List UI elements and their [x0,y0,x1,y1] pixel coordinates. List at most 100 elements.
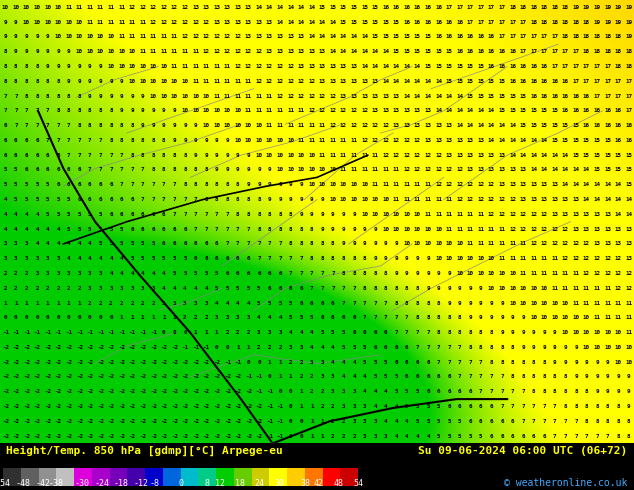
Text: 8: 8 [77,123,81,128]
Text: 9: 9 [458,300,462,306]
Text: 14: 14 [456,94,463,98]
Text: 10: 10 [266,153,273,158]
Text: 10: 10 [202,123,210,128]
Text: 16: 16 [593,108,600,113]
Text: -1: -1 [150,330,157,335]
Bar [163,467,181,486]
Bar [21,467,39,486]
Text: 13: 13 [351,94,358,98]
Text: -2: -2 [160,434,167,439]
Text: 10: 10 [55,34,61,40]
Text: 1: 1 [268,360,271,365]
Text: 5: 5 [215,286,218,291]
Text: 8: 8 [194,182,197,187]
Text: 1: 1 [321,419,324,424]
Text: 15: 15 [340,20,347,25]
Text: 13: 13 [372,108,378,113]
Text: 10: 10 [150,94,157,98]
Text: 11: 11 [414,182,421,187]
Text: 13: 13 [234,20,242,25]
Text: 15: 15 [382,34,389,40]
Text: -42: -42 [35,479,50,488]
Text: -2: -2 [213,434,220,439]
Text: 16: 16 [435,5,442,10]
Text: 5: 5 [56,197,60,202]
Text: 8: 8 [353,271,356,276]
Text: 5: 5 [458,434,462,439]
Text: 11: 11 [456,226,463,232]
Text: 10: 10 [340,182,347,187]
Text: 5: 5 [226,286,229,291]
Text: -2: -2 [118,419,125,424]
Text: 3: 3 [247,315,250,320]
Text: 17: 17 [519,20,527,25]
Text: 9: 9 [342,212,345,217]
Text: 8: 8 [36,94,39,98]
Text: 8: 8 [278,212,281,217]
Text: 11: 11 [467,226,474,232]
Text: 16: 16 [414,5,421,10]
Text: 5: 5 [469,434,472,439]
Text: 6: 6 [162,226,165,232]
Text: 9: 9 [342,242,345,246]
Text: 8: 8 [299,226,303,232]
Text: 12: 12 [392,138,400,143]
Text: 16: 16 [604,108,611,113]
Text: 11: 11 [551,286,559,291]
Text: 14: 14 [625,212,632,217]
Text: 9: 9 [353,226,356,232]
Text: 6: 6 [321,315,324,320]
Text: 6: 6 [247,271,250,276]
Text: 2: 2 [236,330,240,335]
Text: 14: 14 [562,153,569,158]
Text: 14: 14 [308,20,315,25]
Text: 9: 9 [14,20,18,25]
Text: 8: 8 [289,226,292,232]
Text: 15: 15 [467,79,474,84]
Text: 9: 9 [172,108,176,113]
Text: 7: 7 [141,182,145,187]
Text: 7: 7 [289,271,292,276]
Text: 11: 11 [604,286,611,291]
Text: 6: 6 [416,374,419,379]
Text: 12: 12 [488,212,495,217]
Text: 7: 7 [162,197,165,202]
Text: 9: 9 [278,182,281,187]
Text: 12: 12 [372,138,378,143]
Text: 6: 6 [109,182,113,187]
Text: 14: 14 [435,108,442,113]
Text: 16: 16 [614,138,622,143]
Text: 10: 10 [392,212,400,217]
Text: 8: 8 [99,123,102,128]
Text: -2: -2 [44,434,51,439]
Text: 10: 10 [467,271,474,276]
Text: 12: 12 [202,34,210,40]
Text: 12: 12 [340,123,347,128]
Text: -1: -1 [75,330,83,335]
Text: 6: 6 [521,434,525,439]
Text: 1: 1 [14,300,18,306]
Text: 17: 17 [519,49,527,54]
Text: -2: -2 [75,345,83,350]
Text: 8: 8 [4,64,7,69]
Text: 11: 11 [498,256,505,261]
Text: 15: 15 [519,94,527,98]
Text: 5: 5 [14,168,18,172]
Text: 11: 11 [181,64,188,69]
Text: -2: -2 [23,419,30,424]
Text: 6: 6 [268,286,271,291]
Text: 1: 1 [67,300,70,306]
Text: 8: 8 [162,168,165,172]
Text: 8: 8 [120,138,123,143]
Text: 3: 3 [152,286,155,291]
Text: 10: 10 [160,94,167,98]
Text: 17: 17 [573,79,579,84]
Text: 10: 10 [361,182,368,187]
Text: 18: 18 [604,34,611,40]
Text: 10: 10 [519,286,527,291]
Text: 10: 10 [150,64,157,69]
Text: 5: 5 [236,286,240,291]
Text: 6: 6 [36,138,39,143]
Text: 8: 8 [131,123,134,128]
Text: 8: 8 [553,389,557,394]
